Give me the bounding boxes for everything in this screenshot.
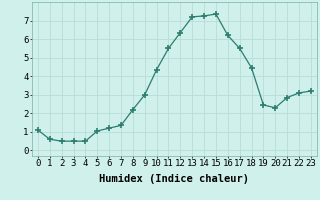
X-axis label: Humidex (Indice chaleur): Humidex (Indice chaleur) — [100, 174, 249, 184]
